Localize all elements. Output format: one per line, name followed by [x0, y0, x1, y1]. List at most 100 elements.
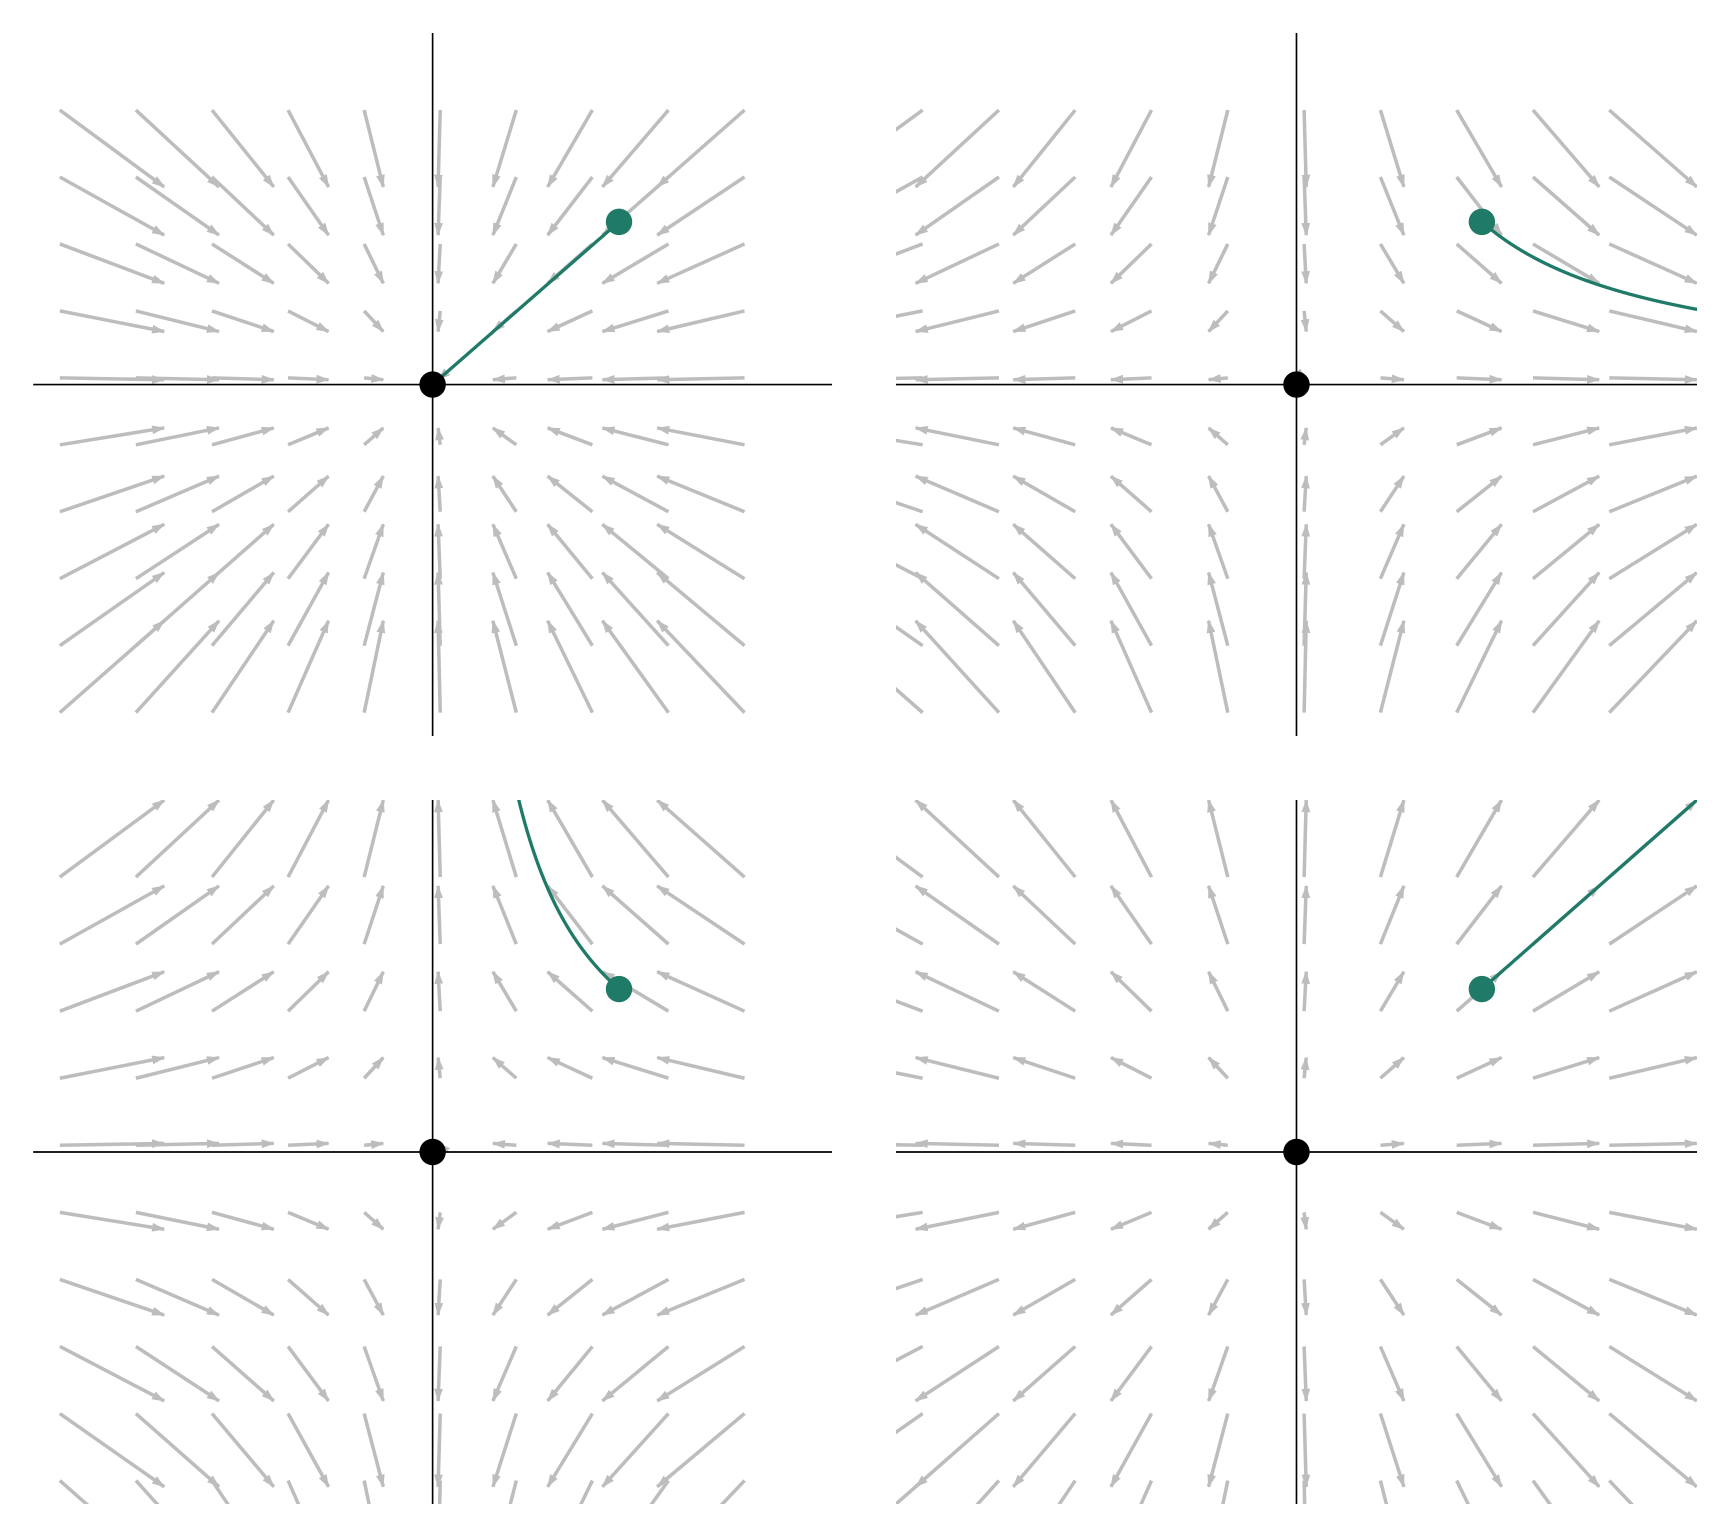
- vector-arrow: [134, 522, 220, 581]
- vector-arrow: [601, 108, 670, 189]
- vector-arrow: [491, 426, 518, 447]
- vector-arrow: [1109, 175, 1153, 237]
- vector-arrow: [914, 1344, 1000, 1403]
- vector-arrow: [1012, 884, 1077, 946]
- vector-arrow: [1301, 1413, 1311, 1488]
- vector-arrow: [210, 884, 275, 946]
- vector-arrow: [134, 1412, 221, 1489]
- vector-arrow: [286, 109, 331, 188]
- vector-arrow: [1378, 970, 1406, 1013]
- vector-arrow: [58, 884, 166, 946]
- vector-arrow: [1012, 1210, 1076, 1231]
- vector-arrow: [134, 571, 221, 647]
- vector-arrow: [601, 884, 670, 946]
- vector-arrow: [362, 523, 385, 580]
- vector-arrow: [914, 571, 1001, 647]
- vector-arrow: [1301, 799, 1311, 878]
- vector-arrow: [1455, 884, 1503, 946]
- vector-arrow: [287, 374, 330, 384]
- vector-arrow: [1206, 109, 1230, 188]
- vector-arrow: [1109, 1056, 1153, 1080]
- vector-arrow: [1378, 475, 1406, 513]
- vector-arrow: [914, 1277, 1000, 1317]
- vector-arrow: [287, 309, 330, 334]
- vector-arrow: [135, 1055, 221, 1080]
- vector-arrow: [135, 1139, 221, 1149]
- vector-arrow: [491, 1345, 518, 1402]
- vector-arrow: [656, 242, 746, 285]
- vector-arrow: [210, 108, 276, 189]
- trajectory: [517, 799, 621, 991]
- vector-arrow: [914, 619, 1001, 714]
- vector-arrow: [546, 426, 594, 447]
- start-point: [605, 975, 633, 1003]
- vector-arrow: [1379, 1056, 1406, 1080]
- vector-arrow: [546, 571, 594, 647]
- vector-arrow: [1455, 619, 1504, 714]
- vector-arrow: [1532, 970, 1601, 1013]
- vector-arrow: [601, 309, 669, 334]
- vector-arrow: [1608, 571, 1698, 648]
- vector-arrow: [546, 309, 594, 334]
- vector-arrow: [286, 619, 331, 714]
- vector-arrow: [914, 1412, 1001, 1489]
- vector-arrow: [1109, 619, 1154, 714]
- vector-arrow: [491, 1210, 518, 1231]
- vector-arrow: [895, 242, 924, 256]
- vector-arrow: [895, 500, 924, 514]
- vector-arrow: [135, 970, 220, 1013]
- vector-arrow: [286, 474, 330, 514]
- vector-arrow: [58, 799, 166, 879]
- vector-arrow: [895, 562, 924, 581]
- vector-arrow: [59, 425, 166, 447]
- vector-arrow: [1302, 1480, 1307, 1505]
- vector-arrow: [58, 571, 166, 648]
- vector-arrow: [1206, 176, 1230, 237]
- vector-arrow: [1455, 242, 1503, 285]
- vector-arrow: [210, 175, 275, 237]
- vector-arrow: [362, 426, 385, 447]
- vector-arrow: [362, 1211, 385, 1231]
- vector-arrow: [1139, 1479, 1154, 1505]
- vector-arrow: [362, 109, 386, 188]
- fixed-point: [419, 371, 446, 398]
- vector-arrow: [914, 884, 1000, 946]
- vector-arrow: [59, 309, 166, 334]
- vector-arrow: [1206, 571, 1230, 647]
- vector-arrow: [895, 1479, 924, 1505]
- vector-arrow: [362, 970, 385, 1012]
- vector-arrow: [1109, 426, 1153, 447]
- vector-arrow: [546, 970, 594, 1013]
- vector-arrow: [1206, 884, 1230, 945]
- vector-arrow: [546, 1210, 594, 1231]
- vector-arrow: [435, 426, 444, 446]
- vector-arrow: [914, 242, 1000, 285]
- vector-arrow: [362, 1480, 371, 1505]
- vector-arrow: [434, 1413, 443, 1488]
- vector-arrow: [656, 1210, 745, 1232]
- vector-arrow: [433, 619, 443, 713]
- vector-arrow: [286, 884, 330, 946]
- vector-arrow: [362, 799, 386, 878]
- vector-arrow: [1109, 523, 1153, 580]
- vector-arrow: [434, 884, 443, 945]
- vector-arrow: [601, 426, 669, 447]
- vector-arrow: [1607, 619, 1698, 714]
- vector-arrow: [546, 1139, 593, 1149]
- vector-arrow: [59, 1344, 166, 1403]
- vector-arrow: [914, 426, 1000, 447]
- vector-arrow: [1608, 108, 1698, 189]
- vector-arrow: [546, 799, 594, 878]
- vector-arrow: [362, 475, 385, 513]
- vector-arrow: [1608, 474, 1698, 514]
- vector-arrow: [914, 1139, 999, 1149]
- vector-arrow: [135, 426, 221, 447]
- vector-arrow: [1206, 1413, 1230, 1488]
- vector-arrow: [135, 474, 220, 514]
- vector-arrow: [59, 522, 166, 581]
- vector-arrow: [1532, 374, 1601, 384]
- vector-arrow: [134, 619, 221, 714]
- vector-arrow: [59, 474, 166, 514]
- vector-arrow: [895, 309, 923, 318]
